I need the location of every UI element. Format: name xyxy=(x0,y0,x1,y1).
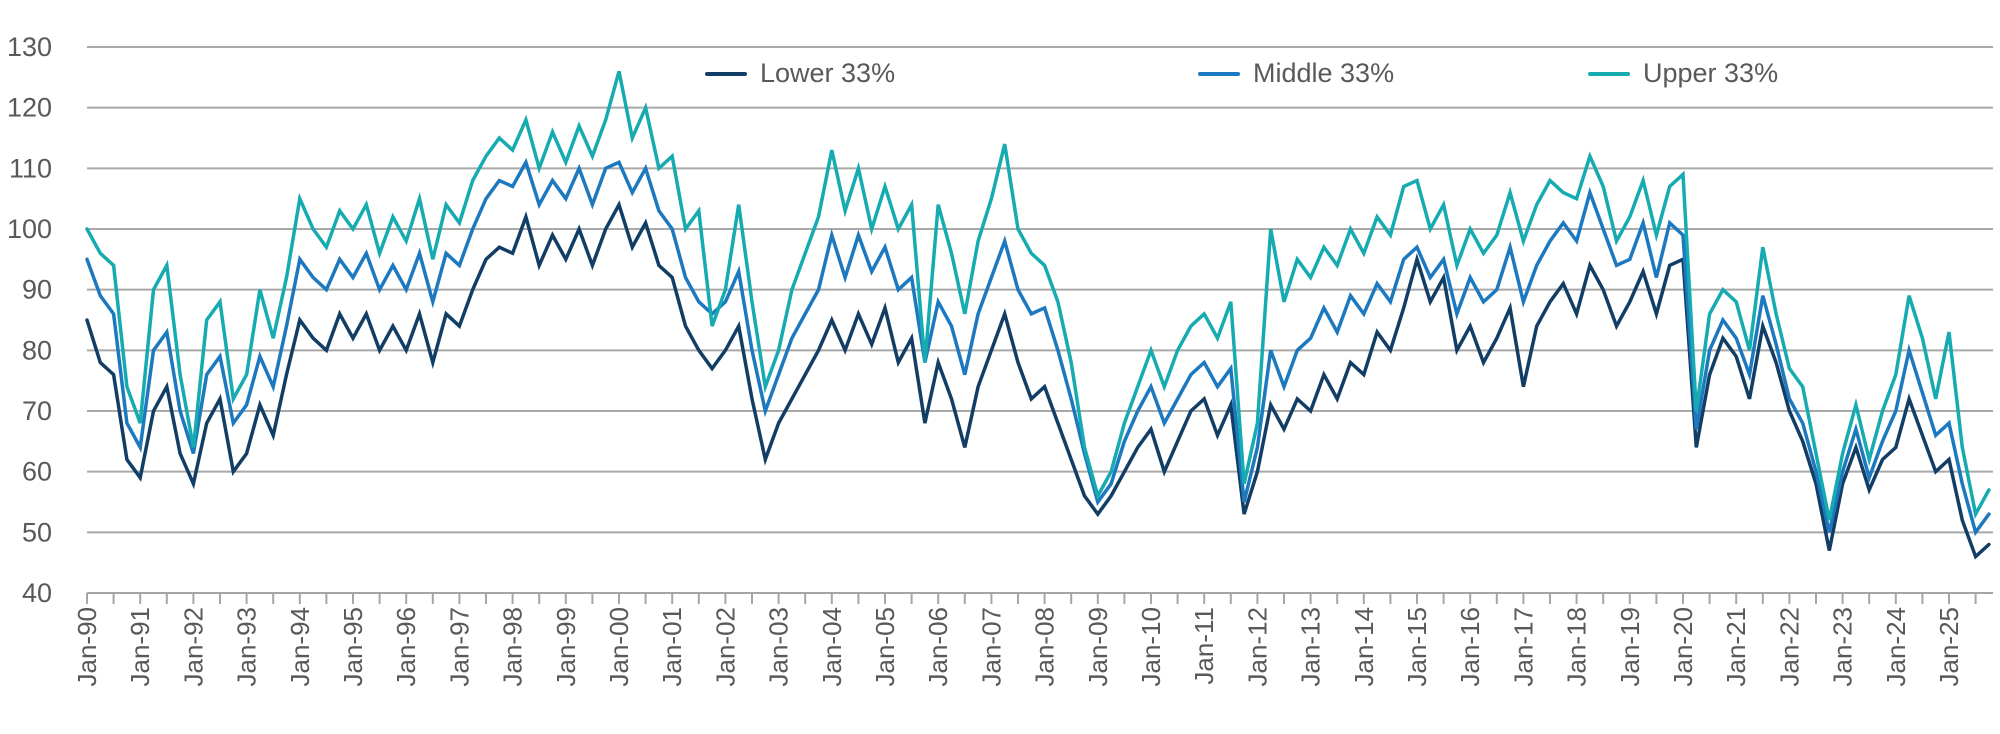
x-tick-label: Jan-90 xyxy=(72,607,102,687)
series-line-lower-33- xyxy=(85,200,1991,560)
x-tick-label: Jan-03 xyxy=(764,607,794,687)
x-tick-label: Jan-96 xyxy=(391,607,421,687)
x-tick-label: Jan-08 xyxy=(1030,607,1060,687)
series-line-middle-33- xyxy=(85,157,1991,537)
y-tick-label: 110 xyxy=(9,153,52,183)
series-line-upper-33- xyxy=(85,70,1991,521)
x-tick-label: Jan-11 xyxy=(1189,607,1219,685)
x-tick-label: Jan-16 xyxy=(1455,607,1485,687)
x-tick-label: Jan-19 xyxy=(1615,607,1645,687)
x-tick-label: Jan-15 xyxy=(1402,607,1432,687)
x-tick-label: Jan-12 xyxy=(1242,607,1272,687)
x-tick-label: Jan-23 xyxy=(1828,607,1858,687)
y-tick-label: 90 xyxy=(22,275,52,305)
x-tick-label: Jan-20 xyxy=(1668,607,1698,687)
x-tick-label: Jan-05 xyxy=(870,607,900,687)
x-tick-label: Jan-18 xyxy=(1562,607,1592,687)
y-tick-label: 70 xyxy=(22,396,52,426)
x-tick-label: Jan-25 xyxy=(1934,607,1964,687)
x-tick-label: Jan-99 xyxy=(551,607,581,687)
x-tick-label: Jan-02 xyxy=(710,607,740,687)
x-tick-label: Jan-92 xyxy=(178,607,208,687)
y-tick-label: 100 xyxy=(7,214,52,244)
x-tick-label: Jan-97 xyxy=(444,607,474,687)
x-tick-label: Jan-98 xyxy=(498,607,528,687)
x-tick-label: Jan-07 xyxy=(976,607,1006,687)
x-tick-label: Jan-04 xyxy=(817,607,847,687)
x-tick-label: Jan-24 xyxy=(1881,607,1911,687)
x-tick-label: Jan-06 xyxy=(923,607,953,687)
x-tick-label: Jan-10 xyxy=(1136,607,1166,687)
y-tick-label: 80 xyxy=(22,335,52,365)
y-tick-label: 60 xyxy=(22,457,52,487)
x-tick-label: Jan-95 xyxy=(338,607,368,687)
y-tick-label: 120 xyxy=(7,93,52,123)
x-tick-label: Jan-00 xyxy=(604,607,634,687)
x-tick-label: Jan-22 xyxy=(1774,607,1804,687)
x-tick-label: Jan-93 xyxy=(232,607,262,687)
y-tick-label: 40 xyxy=(22,578,52,608)
x-tick-label: Jan-91 xyxy=(125,607,155,687)
x-tick-label: Jan-94 xyxy=(285,607,315,687)
x-tick-label: Jan-01 xyxy=(657,607,687,687)
x-tick-label: Jan-13 xyxy=(1296,607,1326,687)
x-tick-label: Jan-09 xyxy=(1083,607,1113,687)
x-tick-label: Jan-14 xyxy=(1349,607,1379,687)
y-tick-label: 130 xyxy=(7,32,52,62)
x-tick-label: Jan-21 xyxy=(1721,607,1751,687)
y-tick-label: 50 xyxy=(22,517,52,547)
x-tick-label: Jan-17 xyxy=(1508,607,1538,687)
